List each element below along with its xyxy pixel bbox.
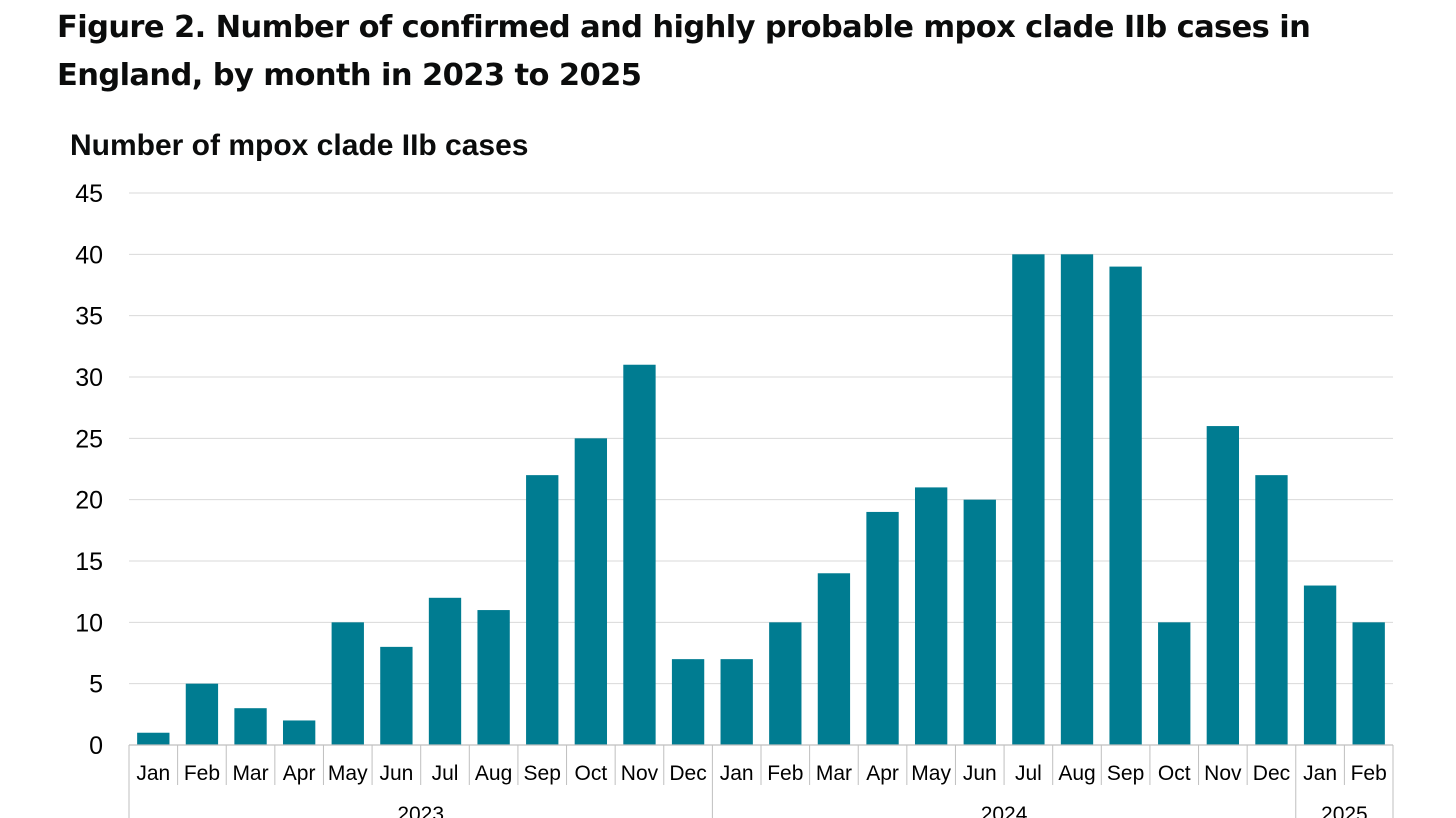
bar: [234, 708, 267, 745]
y-axis-title: Number of mpox clade IIb cases: [70, 129, 529, 162]
x-tick-label: Jul: [1015, 762, 1042, 785]
x-tick-label: Jun: [963, 762, 997, 785]
x-tick-label: Oct: [1158, 762, 1191, 785]
x-tick-label: Jan: [1303, 762, 1337, 785]
bar: [671, 659, 705, 745]
bar: [282, 720, 316, 745]
x-tick-label: Sep: [1107, 762, 1144, 785]
year-group-label: 2025: [1321, 803, 1368, 818]
bar: [914, 487, 948, 745]
x-axis-month-labels: Jan Feb Mar Apr May Jun Jul Aug Sep Oct Nov Dec Jan F…: [136, 762, 1386, 785]
figure-title: Figure 2. Number of confirmed and highly…: [57, 10, 1311, 93]
x-tick-label: Apr: [866, 762, 899, 785]
x-tick-label: Jan: [720, 762, 754, 785]
x-axis-year-labels: 2023 2024 2025: [397, 803, 1367, 818]
y-tick-label: 45: [75, 180, 103, 208]
x-tick-label: Mar: [816, 762, 852, 785]
bar: [574, 438, 608, 745]
y-axis-ticks: 0 5 10 15 20 25 30 35 40 45: [75, 180, 103, 760]
x-tick-label: Apr: [283, 762, 316, 785]
bar: [1012, 254, 1045, 746]
bar: [623, 364, 656, 745]
x-tick-label: Mar: [232, 762, 268, 785]
x-tick-label: Feb: [184, 762, 220, 785]
x-tick-label: Sep: [524, 762, 561, 785]
x-tick-label: Oct: [575, 762, 608, 785]
x-tick-label: May: [328, 762, 368, 785]
y-tick-label: 40: [75, 241, 103, 269]
x-tick-label: Aug: [475, 762, 512, 785]
year-group-label: 2024: [981, 803, 1028, 818]
x-tick-label: Dec: [669, 762, 706, 785]
y-tick-label: 0: [89, 732, 103, 760]
x-tick-label: Jul: [432, 762, 459, 785]
x-axis: [128, 744, 1394, 818]
y-tick-label: 10: [75, 609, 103, 637]
bar: [1352, 622, 1385, 745]
x-tick-label: Feb: [767, 762, 803, 785]
bar: [1109, 266, 1142, 745]
bar: [331, 622, 364, 745]
year-group-label: 2023: [397, 803, 444, 818]
bar: [380, 646, 413, 745]
bars: [137, 254, 1385, 746]
x-tick-label: Dec: [1253, 762, 1290, 785]
y-tick-label: 30: [75, 364, 103, 392]
bar: [720, 659, 753, 745]
bar: [1060, 254, 1094, 746]
y-tick-label: 20: [75, 487, 103, 515]
y-tick-label: 35: [75, 303, 103, 331]
y-tick-label: 5: [89, 671, 103, 699]
x-tick-label: Aug: [1058, 762, 1095, 785]
x-tick-label: Feb: [1351, 762, 1387, 785]
x-tick-label: Nov: [621, 762, 659, 785]
x-tick-label: Jun: [379, 762, 413, 785]
bar: [1158, 622, 1191, 745]
x-tick-label: Nov: [1204, 762, 1242, 785]
x-tick-label: May: [911, 762, 951, 785]
x-tick-label: Jan: [136, 762, 170, 785]
bar: [1206, 426, 1240, 745]
y-tick-label: 25: [75, 425, 103, 453]
bar: [963, 499, 996, 745]
bar: [769, 622, 802, 745]
bar: [1255, 475, 1288, 745]
bar: [428, 597, 462, 745]
y-tick-label: 15: [75, 548, 103, 576]
bar: [137, 732, 170, 745]
bar: [817, 573, 851, 745]
bar: [185, 683, 219, 745]
gridlines: [129, 192, 1393, 685]
bar: [477, 610, 510, 745]
bar: [866, 511, 899, 745]
bar: [526, 475, 559, 745]
bar: [1303, 585, 1337, 745]
